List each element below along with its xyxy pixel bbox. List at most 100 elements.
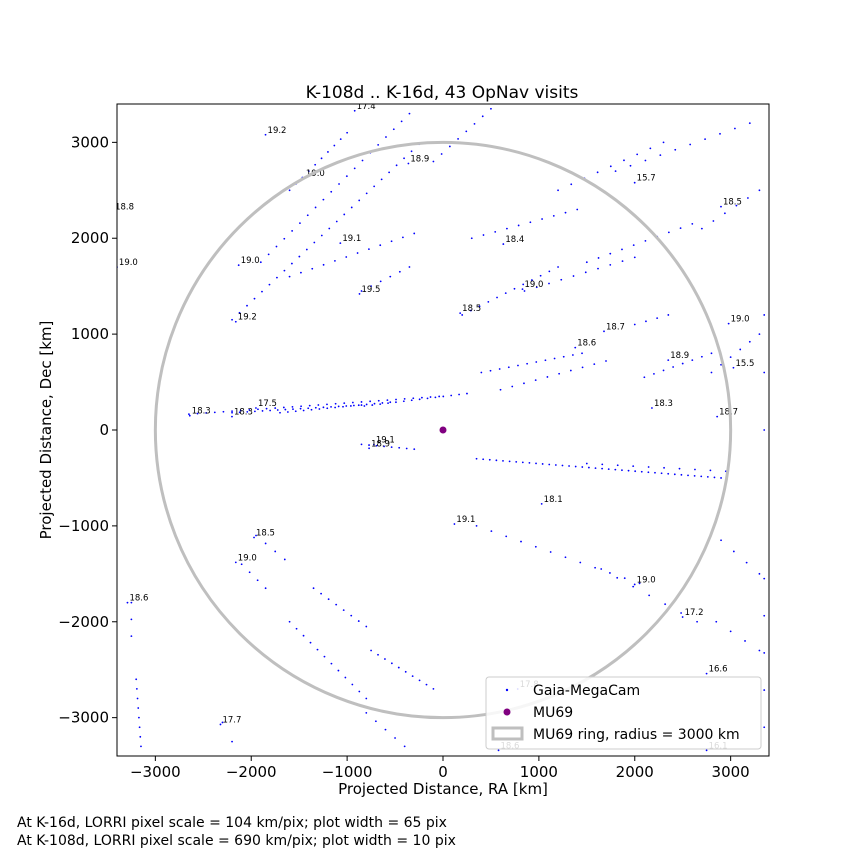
annotated-star-point xyxy=(339,242,342,245)
star-point xyxy=(638,582,641,585)
star-point xyxy=(649,147,652,150)
star-point xyxy=(700,227,703,230)
magnitude-label: 16.6 xyxy=(709,665,728,675)
star-point xyxy=(288,275,291,278)
star-point xyxy=(531,279,533,281)
star-point xyxy=(130,635,133,638)
star-point xyxy=(534,379,537,382)
star-point xyxy=(365,192,368,195)
star-point xyxy=(654,471,656,474)
star-point xyxy=(238,411,241,414)
star-point xyxy=(284,408,287,411)
star-point xyxy=(596,171,599,174)
star-point xyxy=(302,634,305,637)
star-point xyxy=(581,366,584,369)
star-point xyxy=(238,311,241,314)
star-point xyxy=(286,411,289,413)
star-point xyxy=(470,237,473,240)
star-point xyxy=(418,679,421,682)
star-point xyxy=(506,227,508,230)
star-point xyxy=(541,463,544,465)
star-point xyxy=(758,572,761,575)
x-tick-label: −3000 xyxy=(130,763,181,781)
star-point xyxy=(659,154,662,157)
star-point xyxy=(466,392,468,395)
star-point xyxy=(390,446,393,449)
star-point xyxy=(523,382,525,385)
mu69-point xyxy=(439,426,447,434)
star-point xyxy=(402,400,405,403)
y-tick-label: −1000 xyxy=(58,517,109,535)
star-point xyxy=(410,150,413,153)
star-point xyxy=(597,257,600,259)
star-point xyxy=(369,400,372,403)
star-point xyxy=(687,474,689,477)
annotated-star-point xyxy=(255,407,257,409)
star-point xyxy=(298,255,301,258)
star-point xyxy=(137,707,140,709)
star-point xyxy=(605,360,607,362)
star-point xyxy=(745,561,748,564)
annotated-star-point xyxy=(264,133,267,136)
star-point xyxy=(548,282,550,285)
star-point xyxy=(713,476,716,479)
star-point xyxy=(691,222,694,225)
star-point xyxy=(365,711,368,714)
star-point xyxy=(572,275,575,277)
star-point xyxy=(696,620,698,623)
star-point xyxy=(138,716,140,719)
star-point xyxy=(511,385,514,388)
magnitude-label: 19.1 xyxy=(376,435,395,445)
annotated-star-point xyxy=(667,359,670,361)
star-point xyxy=(735,204,738,207)
star-point xyxy=(349,405,352,407)
star-point xyxy=(261,410,264,412)
annotated-star-point xyxy=(231,415,233,418)
magnitude-label: 19.0 xyxy=(238,553,257,563)
star-point xyxy=(282,406,285,409)
magnitude-label: 19.1 xyxy=(342,234,361,244)
star-point xyxy=(689,143,692,146)
star-point xyxy=(710,352,713,355)
annotated-star-point xyxy=(521,288,524,291)
star-point xyxy=(520,540,522,543)
star-point xyxy=(398,446,401,449)
star-point xyxy=(342,609,345,612)
magnitude-label: 19.0 xyxy=(119,258,138,268)
magnitude-label: 18.5 xyxy=(723,198,742,208)
star-point xyxy=(240,563,243,566)
star-point xyxy=(377,143,380,146)
annotated-star-point xyxy=(651,407,653,409)
annotated-star-point xyxy=(353,109,356,112)
star-point xyxy=(571,354,574,356)
star-point xyxy=(326,403,328,406)
annotated-star-point xyxy=(732,366,735,369)
magnitude-label: 18.3 xyxy=(234,408,253,418)
star-point xyxy=(360,401,363,403)
star-point xyxy=(408,112,411,115)
legend-box xyxy=(485,676,762,750)
star-point xyxy=(384,658,386,660)
star-point xyxy=(763,689,766,691)
star-point xyxy=(267,253,270,256)
star-point xyxy=(647,471,650,474)
star-point xyxy=(426,397,429,400)
star-point xyxy=(379,280,382,283)
star-point xyxy=(643,376,646,379)
star-point xyxy=(597,267,599,270)
star-point xyxy=(694,468,696,471)
star-point xyxy=(535,361,538,363)
star-point xyxy=(457,138,459,140)
star-point xyxy=(268,283,271,286)
star-point xyxy=(295,627,298,630)
star-point xyxy=(403,157,405,160)
star-point xyxy=(693,474,696,477)
star-point xyxy=(632,465,635,468)
annotated-star-point xyxy=(497,749,500,752)
star-point xyxy=(763,726,766,729)
star-point xyxy=(259,261,262,264)
star-point xyxy=(231,318,233,321)
magnitude-label: 17.4 xyxy=(357,102,376,112)
star-point xyxy=(584,271,587,274)
star-point xyxy=(621,469,623,472)
